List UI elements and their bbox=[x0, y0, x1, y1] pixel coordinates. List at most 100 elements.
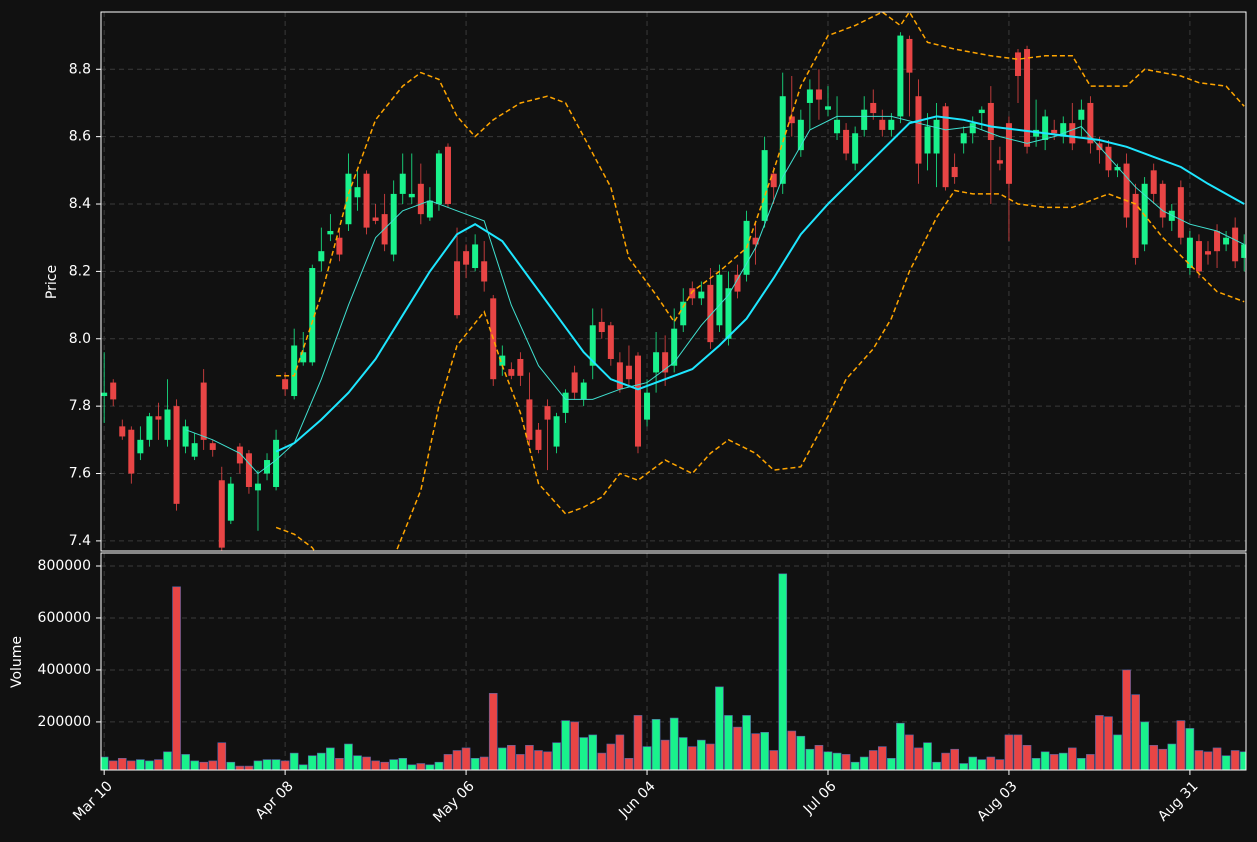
volume-bar bbox=[479, 756, 489, 770]
candle-body bbox=[354, 187, 361, 198]
candle-body bbox=[1060, 123, 1067, 137]
volume-bar bbox=[353, 755, 362, 770]
volume-bar bbox=[1049, 754, 1059, 770]
volume-bar bbox=[724, 715, 733, 770]
volume-bar bbox=[868, 750, 878, 770]
candle-body bbox=[924, 126, 931, 154]
candle-body bbox=[1177, 187, 1184, 238]
candle-body bbox=[128, 429, 135, 474]
volume-bar bbox=[461, 747, 471, 770]
volume-bar bbox=[932, 761, 941, 770]
volume-bar bbox=[344, 743, 353, 770]
candle-body bbox=[662, 352, 669, 373]
candle-body bbox=[734, 274, 741, 292]
volume-bar bbox=[1022, 745, 1032, 770]
candle-body bbox=[336, 237, 343, 255]
candle-body bbox=[996, 160, 1003, 164]
candle-body bbox=[888, 119, 895, 130]
candle-body bbox=[399, 173, 406, 194]
volume-bar bbox=[407, 764, 417, 770]
y-tick-label: 8.8 bbox=[69, 61, 91, 77]
volume-bar bbox=[905, 734, 914, 770]
volume-bar bbox=[760, 732, 769, 770]
volume-bar bbox=[823, 751, 833, 770]
candle-body bbox=[580, 382, 587, 400]
candle-body bbox=[960, 133, 967, 144]
candle-body bbox=[1223, 237, 1230, 245]
candle-body bbox=[110, 382, 117, 400]
candle-body bbox=[544, 406, 551, 420]
volume-bar bbox=[1122, 669, 1131, 770]
volume-bar bbox=[516, 754, 525, 770]
candle-body bbox=[1105, 146, 1112, 171]
volume-bar bbox=[497, 747, 507, 770]
candle-body bbox=[526, 399, 533, 440]
candle-body bbox=[499, 355, 506, 366]
volume-bar bbox=[280, 760, 290, 770]
volume-bar bbox=[805, 748, 815, 770]
candle-body bbox=[1214, 230, 1221, 252]
candle-body bbox=[1024, 49, 1031, 147]
axes-frame bbox=[100, 552, 1247, 771]
price-plot bbox=[101, 12, 1246, 551]
volume-bar bbox=[959, 763, 969, 770]
volume-bar bbox=[751, 733, 760, 770]
volume-bar bbox=[651, 719, 661, 770]
volume-bar bbox=[633, 715, 643, 770]
volume-bar bbox=[1140, 721, 1149, 770]
candle-body bbox=[698, 291, 705, 299]
volume-bar bbox=[742, 715, 751, 770]
candle-body bbox=[978, 109, 985, 114]
volume-bar bbox=[615, 734, 625, 770]
candle-body bbox=[553, 416, 560, 447]
candle-body bbox=[987, 102, 994, 141]
candle-body bbox=[164, 409, 171, 440]
volume-bar bbox=[859, 756, 869, 770]
candle-body bbox=[634, 355, 641, 447]
candle-body bbox=[508, 369, 515, 376]
candle-body bbox=[291, 345, 298, 397]
candle-body bbox=[318, 251, 325, 262]
volume-bar bbox=[624, 758, 634, 770]
volume-bar bbox=[307, 755, 317, 770]
volume-bar bbox=[642, 746, 652, 770]
volume-bar bbox=[1158, 748, 1168, 770]
candle-body bbox=[535, 429, 542, 450]
y-tick-label: 8.4 bbox=[69, 196, 91, 212]
candle-body bbox=[761, 150, 768, 221]
candle-body bbox=[173, 406, 180, 504]
candle-body bbox=[897, 35, 904, 117]
volume-bar bbox=[317, 752, 326, 770]
volume-bar bbox=[298, 764, 308, 770]
candle-body bbox=[752, 237, 759, 245]
candle-body bbox=[1195, 241, 1202, 272]
volume-bar bbox=[606, 743, 616, 770]
volume-bar bbox=[145, 760, 154, 770]
candle-body bbox=[227, 483, 234, 521]
volume-bar bbox=[1004, 734, 1014, 770]
candle-body bbox=[245, 453, 252, 487]
volume-bar bbox=[941, 752, 950, 770]
volume-bar bbox=[172, 586, 181, 770]
candle-body bbox=[1051, 129, 1058, 134]
candle-body bbox=[454, 261, 461, 316]
candle-body bbox=[571, 372, 578, 393]
candle-body bbox=[1069, 123, 1076, 144]
candle-body bbox=[182, 426, 189, 447]
volume-bar bbox=[470, 758, 480, 770]
candle-body bbox=[861, 109, 868, 130]
candle-body bbox=[1087, 102, 1094, 144]
volume-bar bbox=[1058, 752, 1068, 770]
volume-bar bbox=[977, 759, 987, 770]
volume-bar bbox=[579, 737, 589, 770]
volume-bar bbox=[398, 758, 408, 770]
volume-bar bbox=[235, 765, 245, 770]
volume-bar bbox=[1185, 728, 1195, 770]
volume-bar bbox=[117, 758, 127, 770]
volume-bar bbox=[262, 759, 272, 770]
candle-body bbox=[1132, 193, 1139, 258]
y-tick-label: 7.8 bbox=[69, 398, 91, 414]
volume-bar bbox=[850, 761, 860, 770]
candle-body bbox=[1033, 129, 1040, 137]
